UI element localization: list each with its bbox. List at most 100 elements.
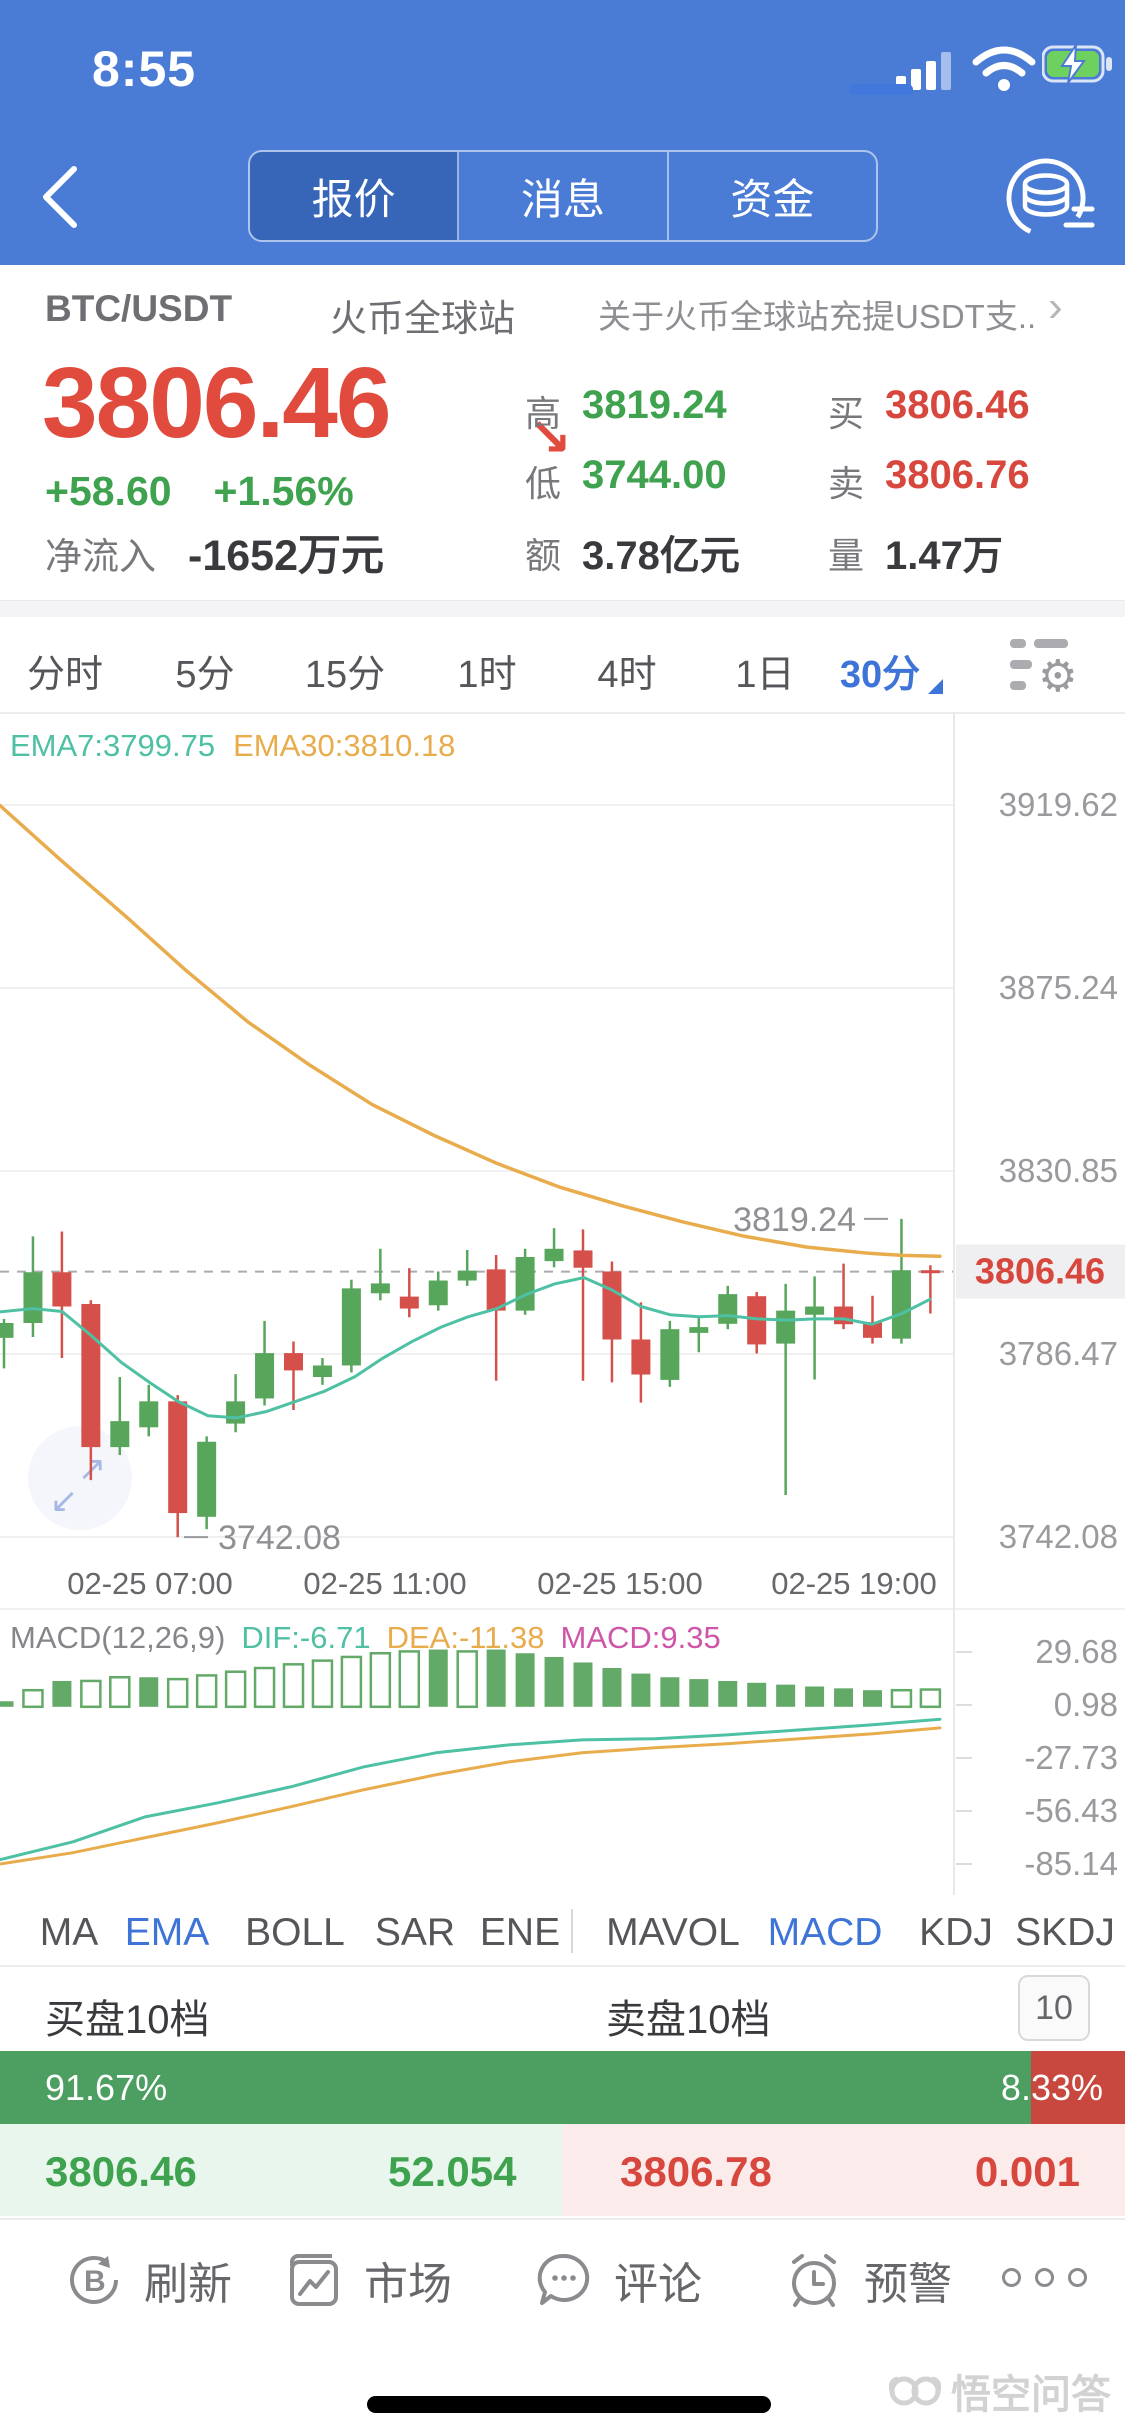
indicator-tabs: MA EMA BOLL SAR ENE MAVOL MACD KDJ SKDJ: [0, 1897, 1125, 1967]
indicator-mavol[interactable]: MAVOL: [606, 1911, 740, 1954]
wifi-icon: [972, 46, 1036, 91]
tab-funds[interactable]: 资金: [730, 175, 815, 223]
sell-percent: 8.33%: [1000, 2067, 1103, 2108]
stat-sell-value: 3806.76: [885, 453, 1030, 497]
change-percent: +1.56%: [213, 468, 354, 514]
axis-separator: [953, 712, 955, 1895]
stat-amount-label: 额: [525, 535, 562, 576]
stat-buy-label: 买: [828, 393, 865, 434]
timeframe-1h[interactable]: 1时: [457, 654, 517, 696]
svg-text:-85.14: -85.14: [1024, 1845, 1118, 1882]
ema-legend: EMA7:3799.75 EMA30:3810.18: [10, 728, 455, 764]
indicator-macd-active[interactable]: MACD: [767, 1911, 883, 1954]
macd-dea: DEA:-11.38: [386, 1620, 545, 1655]
svg-text:3830.85: 3830.85: [999, 1152, 1118, 1189]
pair-title: BTC/USDT: [45, 288, 233, 329]
buy-percent: 91.67%: [45, 2067, 168, 2108]
svg-text:3742.08: 3742.08: [218, 1519, 341, 1557]
section-divider: [0, 600, 1125, 618]
back-icon[interactable]: [36, 163, 84, 231]
svg-text:02-25 15:00: 02-25 15:00: [537, 1566, 702, 1601]
svg-text:02-25 11:00: 02-25 11:00: [303, 1566, 466, 1601]
svg-text:↙: ↙: [50, 1482, 79, 1520]
active-timeframe-underline: [849, 84, 913, 95]
indicator-ema-active[interactable]: EMA: [124, 1911, 210, 1954]
indicator-settings-icon[interactable]: ⚙: [1008, 635, 1084, 697]
comment-bubble-icon: [537, 2253, 590, 2305]
timeframe-row: 分时 5分 15分 1时 4时 1日 30分 ⚙: [0, 617, 1125, 714]
comment-label: 评论: [614, 2260, 702, 2309]
alert-label: 预警: [864, 2260, 952, 2309]
market-label: 市场: [364, 2260, 452, 2309]
timeframe-4h[interactable]: 4时: [597, 654, 657, 696]
stat-low-label: 低: [525, 463, 562, 504]
watermark-text: 悟空问答: [951, 2373, 1111, 2417]
macd-params: MACD(12,26,9): [10, 1620, 226, 1655]
alert-button[interactable]: 预警: [782, 2220, 952, 2340]
macd-chart[interactable]: 29.68 0.98 -27.73 -56.43 -85.14: [0, 1610, 1125, 1895]
refresh-b-icon: B: [70, 2255, 118, 2304]
svg-text:0.98: 0.98: [1054, 1686, 1118, 1723]
change-value: +58.60: [45, 468, 172, 514]
timeframe-1d[interactable]: 1日: [735, 654, 795, 696]
timeframe-minute[interactable]: 分时: [26, 654, 104, 696]
svg-text:3742.08: 3742.08: [999, 1518, 1118, 1555]
indicator-ene[interactable]: ENE: [479, 1911, 561, 1954]
svg-text:3919.62: 3919.62: [999, 786, 1118, 823]
stat-sell-label: 卖: [828, 463, 865, 504]
indicator-boll[interactable]: BOLL: [245, 1911, 345, 1954]
ema7-legend: EMA7:3799.75: [10, 728, 216, 763]
netflow-value: -1652万元: [188, 532, 384, 580]
news-ticker[interactable]: 关于火币全球站充提USDT支...: [598, 298, 1038, 335]
svg-text:3786.47: 3786.47: [999, 1335, 1118, 1372]
stat-high-value: 3819.24: [582, 383, 727, 427]
indicator-sar[interactable]: SAR: [374, 1911, 456, 1954]
kline-chart[interactable]: 3919.623875.243830.853786.473742.08↗↙380…: [0, 712, 1125, 1608]
news-chevron-icon[interactable]: ›: [1048, 282, 1063, 331]
home-indicator[interactable]: [367, 2396, 771, 2413]
stat-high-label: 高: [525, 393, 562, 434]
stat-low-value: 3744.00: [582, 453, 727, 497]
market-chart-icon: [290, 2254, 338, 2306]
timeframe-5min[interactable]: 5分: [175, 654, 235, 696]
indicator-ma[interactable]: MA: [39, 1911, 99, 1954]
timeframe-15min[interactable]: 15分: [304, 654, 386, 696]
depth-ratio-bar: 91.67% 8.33%: [0, 2051, 1125, 2124]
netflow-label: 净流入: [45, 536, 156, 577]
ema30-legend: EMA30:3810.18: [233, 728, 456, 763]
timeframe-dropdown-triangle-icon[interactable]: [928, 679, 943, 694]
bid-row[interactable]: 3806.46 52.054: [0, 2124, 562, 2216]
refresh-label: 刷新: [144, 2260, 232, 2309]
status-time: 8:55: [92, 41, 197, 97]
ask-row[interactable]: 3806.78 0.001: [562, 2124, 1125, 2216]
alarm-clock-icon: [792, 2254, 836, 2307]
svg-text:02-25 07:00: 02-25 07:00: [67, 1566, 232, 1601]
macd-value: MACD:9.35: [560, 1620, 721, 1655]
stat-buy-value: 3806.46: [885, 383, 1030, 427]
svg-text:-27.73: -27.73: [1024, 1739, 1118, 1776]
comment-button[interactable]: 评论: [532, 2220, 702, 2340]
svg-text:-56.43: -56.43: [1024, 1792, 1118, 1829]
more-icon[interactable]: [1002, 2268, 1087, 2287]
depth-level-selector[interactable]: 10: [1018, 1975, 1090, 2041]
coins-icon[interactable]: [1002, 152, 1102, 244]
stat-amount-value: 3.78亿元: [582, 534, 740, 578]
indicator-kdj[interactable]: KDJ: [919, 1911, 993, 1954]
nav-segmented-control: 报价 消息 资金: [248, 150, 878, 242]
timeframe-30min-active[interactable]: 30分: [839, 654, 921, 696]
watermark: 悟空问答: [889, 2362, 1111, 2420]
market-button[interactable]: 市场: [282, 2220, 452, 2340]
ask-amount: 0.001: [974, 2148, 1080, 2195]
svg-text:3806.46: 3806.46: [975, 1251, 1105, 1292]
stat-volume-label: 量: [828, 535, 865, 576]
orderbook-header: 买盘10档 卖盘10档 10: [0, 1967, 1125, 2051]
last-price: 3806.46: [42, 347, 391, 459]
price-direction-icon: ↘: [528, 409, 572, 467]
refresh-button[interactable]: B 刷新: [62, 2220, 232, 2340]
price-change: +58.60 +1.56%: [45, 468, 396, 515]
tab-quotes[interactable]: 报价: [250, 152, 460, 240]
watermark-logo-icon: [889, 2376, 941, 2406]
indicator-skdj[interactable]: SKDJ: [1015, 1911, 1115, 1954]
tab-messages[interactable]: 消息: [459, 152, 669, 240]
battery-charging-icon: [1042, 44, 1112, 84]
